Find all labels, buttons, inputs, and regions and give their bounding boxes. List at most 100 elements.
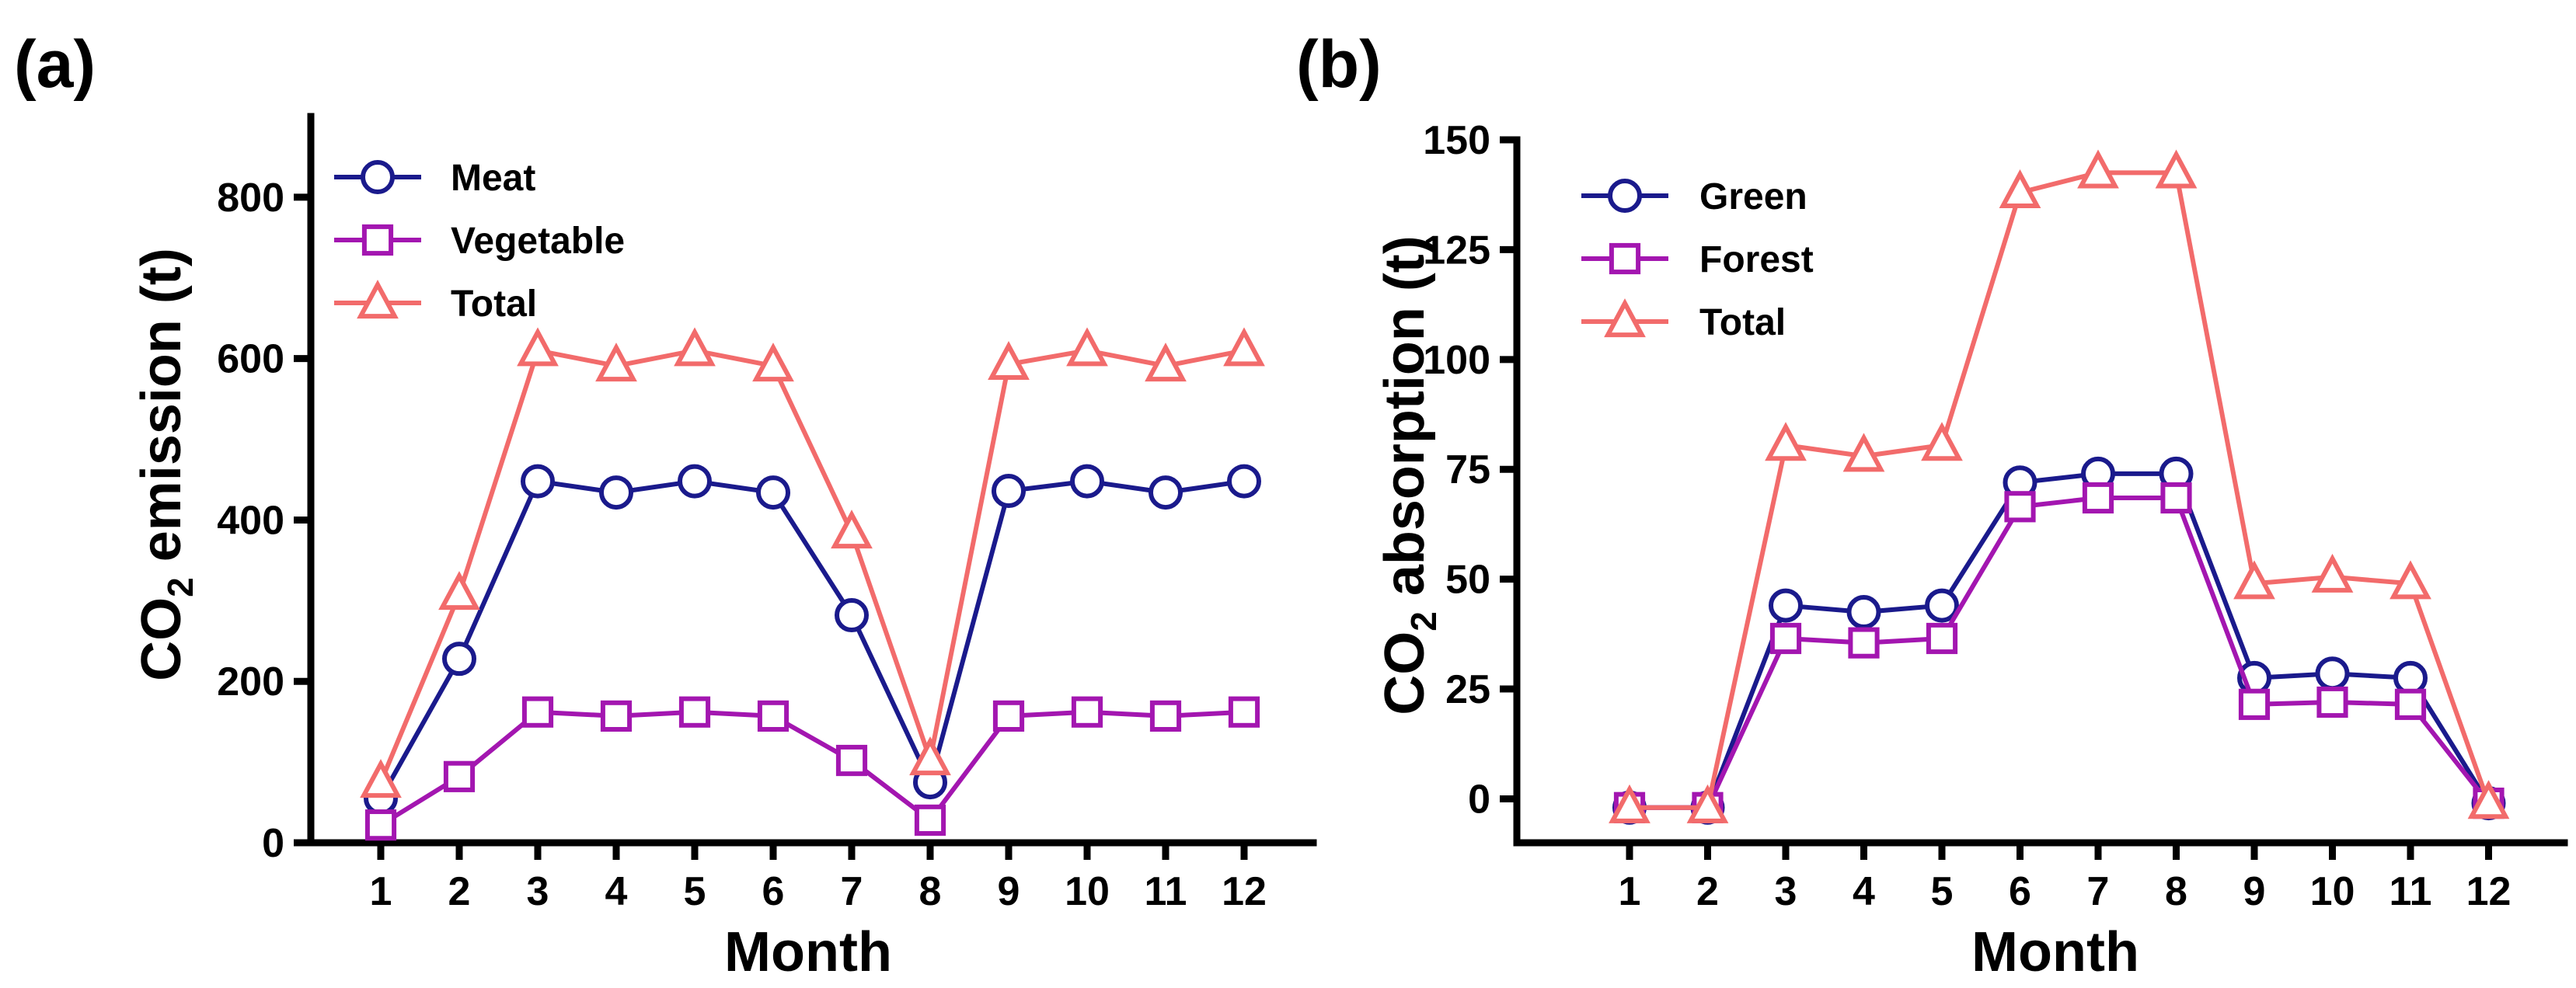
legend-label: Vegetable	[451, 221, 625, 262]
series-forest	[1613, 482, 2505, 823]
data-point-meat	[678, 464, 712, 499]
data-point-vegetable	[914, 804, 946, 837]
y-tick-label: 400	[217, 498, 284, 543]
series-layer-a	[360, 327, 1265, 841]
data-point-forest	[1848, 627, 1880, 659]
data-point-meat	[1070, 464, 1104, 499]
series-line-forest	[1630, 495, 2491, 810]
data-point-total	[1842, 433, 1885, 472]
series-layer-b	[1609, 149, 2510, 825]
series-meat	[364, 464, 1261, 816]
x-tick-label: 5	[1931, 869, 1954, 914]
x-tick-label: 4	[1853, 869, 1875, 914]
data-point-total	[438, 571, 480, 611]
data-point-total	[2311, 553, 2354, 593]
data-point-forest	[2160, 482, 2192, 514]
data-point-total	[1999, 169, 2041, 208]
series-line-meat	[378, 478, 1245, 800]
y-tick-label: 100	[1423, 338, 1490, 383]
data-point-total	[1765, 422, 1807, 461]
data-point-meat	[1149, 475, 1183, 510]
series-line-green	[1630, 471, 2491, 810]
y-tick-label: 200	[217, 659, 284, 704]
x-tick-label: 12	[1222, 869, 1267, 914]
x-tick-label: 7	[841, 869, 863, 914]
series-total	[1609, 149, 2510, 823]
y-tick-label: 0	[1468, 777, 1490, 822]
data-point-vegetable	[443, 760, 476, 792]
data-point-total	[1145, 343, 1187, 382]
legend-a: Meat Vegetable Total	[334, 158, 625, 325]
y-axis-title-main: CO	[131, 597, 193, 681]
x-tick-label: 10	[2310, 869, 2355, 914]
y-axis-title-rest: emission (t)	[131, 248, 193, 577]
data-point-total	[1066, 327, 1108, 367]
legend-item-green: Green	[1581, 176, 1807, 217]
data-point-forest	[2238, 688, 2271, 720]
data-point-vegetable	[992, 700, 1025, 732]
data-point-forest	[1926, 622, 1958, 655]
legend-label: Total	[451, 284, 537, 325]
data-point-total	[2155, 149, 2198, 189]
data-point-total	[517, 327, 559, 367]
data-point-meat	[599, 475, 633, 510]
legend-label: Green	[1699, 176, 1807, 217]
data-point-green	[1846, 595, 1881, 630]
legend-item-meat: Meat	[334, 158, 535, 199]
data-point-meat	[835, 598, 869, 633]
data-point-meat	[442, 642, 476, 677]
x-tick-label: 8	[919, 869, 942, 914]
data-point-meat	[1227, 464, 1261, 499]
x-tick-label: 3	[1775, 869, 1797, 914]
data-point-meat	[521, 464, 555, 499]
data-point-total	[831, 510, 873, 549]
data-point-forest	[1769, 622, 1802, 655]
legend-b: Green Forest Total	[1581, 176, 1814, 343]
data-point-vegetable	[1228, 696, 1260, 728]
data-point-total	[988, 341, 1030, 381]
data-point-green	[1769, 588, 1803, 623]
legend-marker-square	[361, 224, 394, 256]
y-axis-title-subscript: 2	[1403, 611, 1444, 631]
data-point-vegetable	[835, 744, 868, 777]
data-point-vegetable	[521, 696, 554, 728]
x-tick-label: 7	[2087, 869, 2110, 914]
series-line-total	[378, 348, 1245, 784]
data-point-forest	[2082, 482, 2114, 514]
legend-label: Total	[1699, 302, 1786, 343]
x-tick-label: 2	[1696, 869, 1719, 914]
y-tick-label: 150	[1423, 118, 1490, 163]
panel-label-b: (b)	[1296, 27, 1382, 102]
x-tick-label: 9	[998, 869, 1020, 914]
y-tick-label: 0	[262, 821, 284, 866]
x-tick-label: 11	[2390, 869, 2432, 914]
y-axis-title-b: CO2 absorption (t)	[1374, 235, 1444, 715]
data-point-meat	[756, 475, 790, 510]
x-tick-label: 5	[684, 869, 706, 914]
y-axis-title-rest: absorption (t)	[1374, 235, 1436, 611]
legend-item-forest: Forest	[1581, 239, 1814, 280]
x-tick-label: 2	[448, 869, 471, 914]
data-point-vegetable	[678, 696, 711, 728]
y-tick-label: 50	[1445, 558, 1490, 603]
data-point-total	[1609, 784, 1651, 823]
y-axis-title-subscript: 2	[160, 577, 200, 597]
data-point-total	[360, 759, 402, 798]
data-point-meat	[992, 474, 1026, 509]
y-tick-label: 125	[1423, 228, 1490, 273]
data-point-total	[674, 327, 716, 367]
series-line-vegetable	[379, 709, 1245, 827]
data-point-green	[1925, 588, 1959, 623]
data-point-forest	[2394, 688, 2427, 720]
y-tick-label: 600	[217, 337, 284, 382]
data-point-vegetable	[1149, 700, 1182, 732]
data-point-vegetable	[757, 700, 790, 732]
data-point-vegetable	[364, 809, 397, 841]
x-tick-label: 1	[370, 869, 392, 914]
x-tick-label: 1	[1619, 869, 1641, 914]
legend-item-total: Total	[1581, 298, 1786, 343]
legend-marker-circle	[361, 160, 395, 194]
